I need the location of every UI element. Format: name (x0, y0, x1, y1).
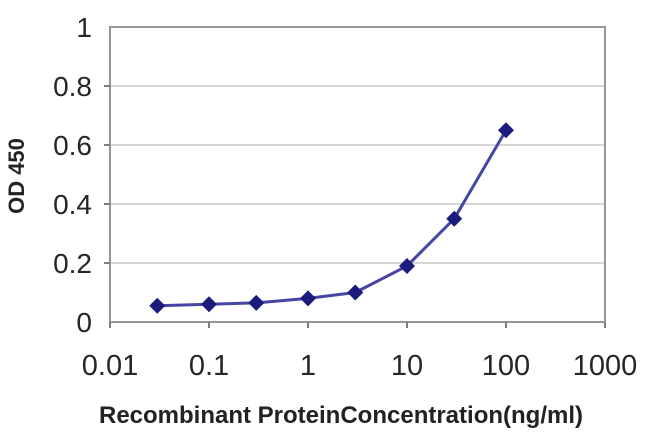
y-axis-title: OD 450 (4, 138, 29, 214)
y-tick-label: 0.4 (53, 189, 92, 220)
data-point-marker (498, 122, 514, 139)
data-point-marker (149, 297, 166, 314)
x-tick-label: 1 (300, 350, 316, 382)
data-point-marker (347, 284, 364, 301)
y-tick-label: 0.8 (53, 71, 92, 102)
data-point-marker (248, 294, 265, 311)
data-point-marker (201, 296, 217, 313)
plot-frame (109, 26, 606, 323)
series-line (157, 129, 508, 308)
x-tick-label: 0.01 (82, 350, 138, 382)
data-point-marker (399, 257, 415, 274)
x-tick-label: 100 (482, 350, 530, 382)
x-axis-title: Recombinant ProteinConcentration(ng/ml) (98, 402, 583, 429)
x-tick-label: 1000 (573, 350, 638, 382)
y-tick-label: 0.2 (53, 248, 92, 279)
x-tick-label: 0.1 (189, 350, 229, 382)
y-tick-label: 0 (76, 307, 92, 338)
y-tick-label: 0.6 (53, 130, 92, 161)
y-tick-label: 1 (76, 12, 92, 43)
data-point-marker (300, 290, 316, 307)
data-point-marker (446, 210, 463, 227)
x-tick-label: 10 (391, 350, 423, 382)
